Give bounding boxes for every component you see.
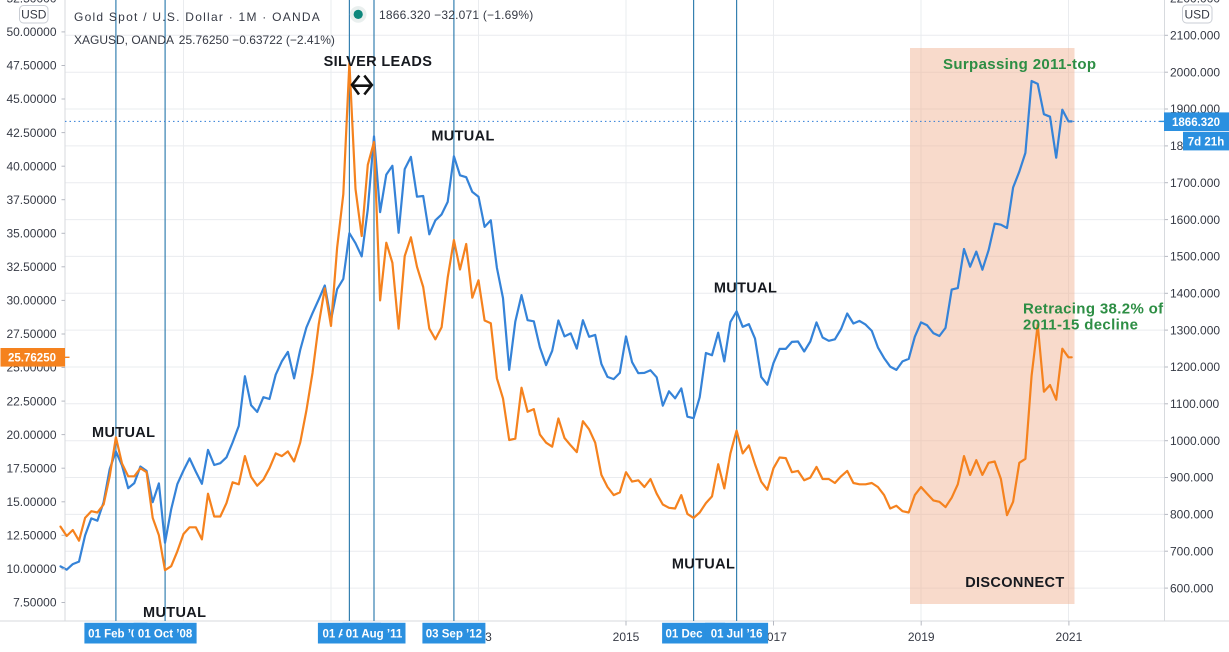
svg-text:MUTUAL: MUTUAL [143,605,206,621]
svg-text:Gold Spot / U.S. Dollar · 1M ·: Gold Spot / U.S. Dollar · 1M · OANDA [74,10,321,24]
svg-text:32.50000: 32.50000 [6,260,56,274]
svg-text:1300.000: 1300.000 [1170,323,1220,337]
svg-text:2000.000: 2000.000 [1170,65,1220,79]
svg-text:Surpassing 2011-top: Surpassing 2011-top [943,56,1096,73]
svg-text:30.00000: 30.00000 [6,294,56,308]
svg-text:2011-15 decline: 2011-15 decline [1023,317,1138,334]
svg-text:2021: 2021 [1056,630,1083,644]
svg-text:MUTUAL: MUTUAL [672,556,735,572]
svg-text:700.000: 700.000 [1170,544,1214,558]
svg-text:2015: 2015 [613,630,640,644]
svg-text:Retracing 38.2% of: Retracing 38.2% of [1023,301,1164,318]
svg-text:50.00000: 50.00000 [6,25,56,39]
svg-text:1100.000: 1100.000 [1170,397,1219,411]
svg-text:01 Jul ’16: 01 Jul ’16 [711,628,763,640]
svg-text:15.00000: 15.00000 [6,495,56,509]
svg-text:22.50000: 22.50000 [6,394,56,408]
svg-text:1866.320 −32.071 (−1.69%): 1866.320 −32.071 (−1.69%) [379,8,533,22]
svg-text:1400.000: 1400.000 [1170,287,1220,301]
svg-text:1500.000: 1500.000 [1170,250,1220,264]
svg-text:27.50000: 27.50000 [6,327,56,341]
svg-text:900.000: 900.000 [1170,471,1214,485]
svg-text:01 Oct ’08: 01 Oct ’08 [138,628,193,640]
svg-text:45.00000: 45.00000 [6,92,56,106]
svg-text:2100.000: 2100.000 [1170,29,1220,43]
svg-text:20.00000: 20.00000 [6,428,56,442]
svg-text:1600.000: 1600.000 [1170,213,1220,227]
svg-text:01 Feb ’08: 01 Feb ’08 [88,628,144,640]
svg-text:1200.000: 1200.000 [1170,360,1220,374]
svg-text:40.00000: 40.00000 [6,159,56,173]
svg-text:42.50000: 42.50000 [6,126,56,140]
svg-text:25.76250 −0.63722 (−2.41%): 25.76250 −0.63722 (−2.41%) [179,33,335,47]
svg-text:03 Sep ’12: 03 Sep ’12 [426,628,482,640]
svg-text:25.76250: 25.76250 [8,353,56,365]
svg-text:1700.000: 1700.000 [1170,176,1220,190]
svg-text:2200.000: 2200.000 [1170,0,1220,6]
svg-text:12.50000: 12.50000 [6,529,56,543]
svg-text:2019: 2019 [908,630,935,644]
svg-text:USD: USD [21,7,47,21]
svg-text:MUTUAL: MUTUAL [431,128,494,144]
svg-text:SILVER LEADS: SILVER LEADS [324,54,433,70]
svg-text:USD: USD [1185,7,1211,21]
svg-text:35.00000: 35.00000 [6,227,56,241]
svg-text:52.50000: 52.50000 [6,0,56,6]
svg-text:1866.320: 1866.320 [1172,117,1220,129]
svg-text:DISCONNECT: DISCONNECT [965,575,1064,591]
svg-text:47.50000: 47.50000 [6,59,56,73]
svg-text:01 Aug ’11: 01 Aug ’11 [346,628,403,640]
svg-text:XAGUSD, OANDA: XAGUSD, OANDA [74,33,174,47]
svg-text:7.50000: 7.50000 [13,596,57,610]
svg-text:MUTUAL: MUTUAL [714,280,777,296]
svg-text:7d 21h: 7d 21h [1188,136,1224,148]
svg-text:10.00000: 10.00000 [6,562,56,576]
svg-text:800.000: 800.000 [1170,508,1214,522]
svg-text:17.50000: 17.50000 [6,461,56,475]
svg-text:1000.000: 1000.000 [1170,434,1220,448]
svg-text:37.50000: 37.50000 [6,193,56,207]
svg-text:600.000: 600.000 [1170,581,1214,595]
svg-text:MUTUAL: MUTUAL [92,425,155,441]
